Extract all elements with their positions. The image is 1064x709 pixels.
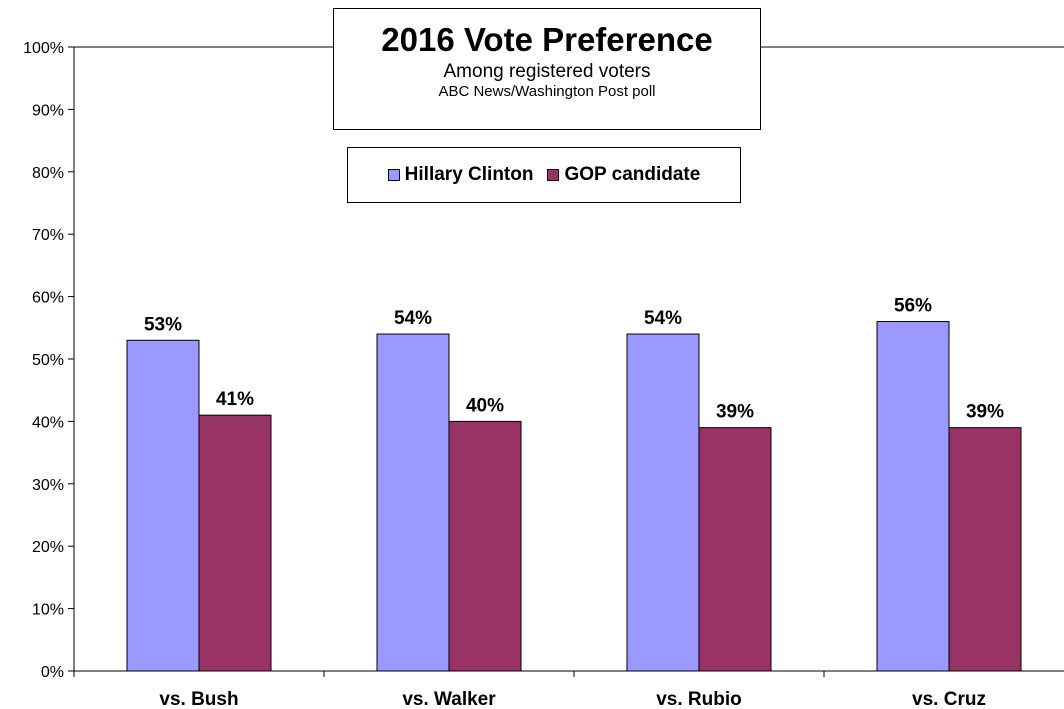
chart-title: 2016 Vote Preference <box>381 21 713 58</box>
bar-clinton <box>626 333 700 672</box>
bars <box>126 321 1022 672</box>
legend-label-gop: GOP candidate <box>564 164 701 185</box>
legend-label-clinton: Hillary Clinton <box>404 164 534 185</box>
y-tick-label: 10% <box>32 602 64 619</box>
y-tick-label: 0% <box>41 664 64 681</box>
data-label: 39% <box>716 402 754 423</box>
chart-subtitle: Among registered voters <box>443 61 651 82</box>
chart-source: ABC News/Washington Post poll <box>438 83 656 100</box>
x-axis: vs. Bush vs. Walker vs. Rubio vs. Cruz <box>73 670 1064 709</box>
y-tick-label: 90% <box>32 102 64 119</box>
legend-item-gop: GOP candidate <box>547 164 700 186</box>
y-tick-label: 40% <box>32 414 64 431</box>
data-label: 39% <box>966 402 1004 423</box>
y-tick-label: 70% <box>32 227 64 244</box>
y-axis: 0% 10% 20% 30% 40% 50% 60% 70% 80% 90% 100% <box>23 40 1064 681</box>
x-category-label: vs. Walker <box>402 689 496 709</box>
y-tick-label: 100% <box>23 40 64 57</box>
bar-clinton <box>876 321 950 672</box>
y-tick-label: 30% <box>32 477 64 494</box>
data-label: 40% <box>466 395 504 416</box>
x-category-label: vs. Cruz <box>912 689 986 709</box>
legend-swatch-clinton <box>387 169 400 181</box>
data-labels: 53% 54% 54% 56% 41% 40% 39% 39% <box>144 296 1004 423</box>
legend-item-clinton: Hillary Clinton <box>387 164 534 186</box>
bar-gop <box>448 420 522 672</box>
bar-gop <box>698 427 772 672</box>
bar-clinton <box>126 339 200 672</box>
data-label: 56% <box>894 296 932 317</box>
data-label: 41% <box>216 389 254 410</box>
legend-swatch-gop <box>547 169 560 181</box>
y-tick-label: 60% <box>32 290 64 307</box>
bar-gop <box>198 414 272 672</box>
y-tick-label: 80% <box>32 165 64 182</box>
y-tick-label: 50% <box>32 352 64 369</box>
y-tick-label: 20% <box>32 539 64 556</box>
data-label: 54% <box>394 308 432 329</box>
data-label: 54% <box>644 308 682 329</box>
bar-clinton <box>376 333 450 672</box>
x-category-label: vs. Bush <box>159 689 238 709</box>
x-category-label: vs. Rubio <box>656 689 742 709</box>
data-label: 53% <box>144 314 182 335</box>
legend: Hillary Clinton GOP candidate <box>347 147 741 203</box>
bar-gop <box>948 427 1022 672</box>
chart-title-box: 2016 Vote Preference Among registered vo… <box>333 8 761 130</box>
